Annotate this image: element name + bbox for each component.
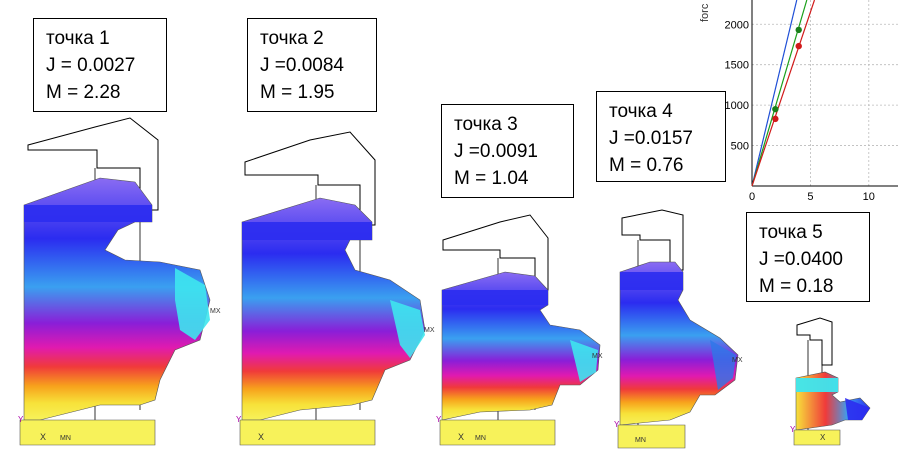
fem-model-4: MX MN Y [614,209,743,449]
point-1-j: J = 0.0027 [46,55,136,76]
data-point [795,26,802,34]
fem-model-1: MX MN X Y [18,117,221,446]
chart-ylabel: forc [699,3,711,22]
y-tick-label: 500 [731,141,749,153]
point-5-j: J =0.0400 [759,249,843,270]
fem-model-5: X Y [790,317,871,446]
x-tick-label: 0 [749,191,755,203]
data-point [795,42,802,50]
mx-marker: MX [210,308,221,315]
data-point [772,105,779,113]
point-5-title: точка 5 [759,222,823,243]
x-tick-label: 5 [807,191,813,203]
fem-model-3: MX MN X Y [436,214,603,446]
mn-marker: MN [635,437,646,444]
x-axis-marker: X [458,432,464,442]
point-2-j: J =0.0084 [260,55,344,76]
point-2-m: M = 1.95 [260,82,335,103]
point-4-label: точка 4 J =0.0157 M = 0.76 [596,91,726,182]
y-tick-label: 1500 [725,60,749,72]
x-axis-marker: X [258,432,264,442]
point-3-m: M = 1.04 [454,168,529,189]
mx-marker: MX [592,353,603,360]
force-chart: forc 0 5 10 500 1000 1500 2000 [699,0,898,203]
series-line [751,0,816,187]
mn-marker: MN [60,435,71,442]
point-5-m: M = 0.18 [759,276,834,297]
data-point [772,115,779,123]
chart-plot-area [752,0,898,190]
x-axis-marker: X [820,433,826,442]
x-axis-marker: X [40,432,46,442]
mx-marker: MX [732,357,743,364]
point-2-title: точка 2 [260,28,324,49]
y-axis-marker: Y [614,420,620,429]
fem-model-2: MX X Y [236,131,435,446]
point-2-label: точка 2 J =0.0084 M = 1.95 [247,18,377,112]
mx-marker: MX [424,327,435,334]
y-axis-marker: Y [236,415,242,424]
point-5-label: точка 5 J =0.0400 M = 0.18 [746,212,870,302]
y-axis-marker: Y [18,415,24,424]
point-3-title: точка 3 [454,114,518,135]
point-1-m: M = 2.28 [46,82,121,103]
point-3-label: точка 3 J =0.0091 M = 1.04 [441,104,574,198]
y-tick-label: 1000 [725,100,749,112]
mn-marker: MN [475,435,486,442]
point-4-title: точка 4 [609,101,673,122]
y-axis-marker: Y [436,415,442,424]
y-tick-label: 2000 [725,19,749,31]
point-4-j: J =0.0157 [609,128,693,149]
point-1-title: точка 1 [46,28,110,49]
x-tick-label: 10 [863,191,875,203]
series-line [751,0,798,187]
y-axis-marker: Y [790,425,796,434]
point-1-label: точка 1 J = 0.0027 M = 2.28 [33,18,167,112]
point-3-j: J =0.0091 [454,141,538,162]
point-4-m: M = 0.76 [609,155,684,176]
